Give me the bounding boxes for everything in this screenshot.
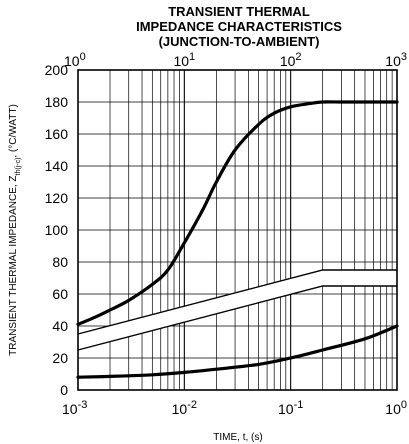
tick-exponent: -3 xyxy=(78,399,88,411)
y-axis-label-units: , (°C/WATT) xyxy=(8,104,19,157)
tick-exponent: 0 xyxy=(80,51,86,63)
tick-base: 10 xyxy=(173,53,189,69)
y-tick-label: 0 xyxy=(60,382,68,398)
top-tick-label: 100 xyxy=(64,51,86,69)
tick-exponent: 2 xyxy=(295,51,301,63)
tick-exponent: -2 xyxy=(187,399,197,411)
y-tick-label: 40 xyxy=(52,318,68,334)
series-line-1 xyxy=(76,100,399,326)
top-tick-label: 103 xyxy=(385,51,407,69)
title-line-3: (JUNCTION-TO-AMBIENT) xyxy=(159,34,320,49)
bottom-tick-label: 10-2 xyxy=(172,399,197,417)
tick-exponent: 3 xyxy=(401,51,407,63)
diagonal-band xyxy=(77,269,397,351)
tick-base: 10 xyxy=(385,401,401,417)
y-axis-label: TRANSIENT THERMAL IMPEDANCE, Zth(j-c), (… xyxy=(8,104,22,356)
series-line-2 xyxy=(76,324,399,379)
tick-base: 10 xyxy=(172,401,188,417)
x-axis-label: TIME, t, (s) xyxy=(213,432,262,443)
y-tick-label: 60 xyxy=(52,286,68,302)
top-axis-tick-labels: 100 101 102 103 xyxy=(64,51,407,69)
band-lower-edge xyxy=(77,285,397,351)
title-line-1: TRANSIENT THERMAL xyxy=(168,4,310,19)
tick-exponent: 0 xyxy=(401,399,407,411)
tick-base: 10 xyxy=(385,53,401,69)
y-tick-label: 100 xyxy=(45,222,69,238)
y-axis-label-subscript: th(j-c) xyxy=(15,158,22,176)
y-tick-label: 80 xyxy=(52,254,68,270)
tick-exponent: -1 xyxy=(294,399,304,411)
chart-title: TRANSIENT THERMAL IMPEDANCE CHARACTERIST… xyxy=(136,4,342,49)
bottom-axis-tick-labels: 10-3 10-2 10-1 100 xyxy=(62,399,407,417)
tick-base: 10 xyxy=(280,53,296,69)
title-line-2: IMPEDANCE CHARACTERISTICS xyxy=(136,19,342,34)
y-tick-label: 20 xyxy=(52,350,68,366)
bottom-tick-label: 100 xyxy=(385,399,407,417)
y-tick-label: 180 xyxy=(45,94,69,110)
top-tick-label: 101 xyxy=(173,51,195,69)
y-axis-label-main: TRANSIENT THERMAL IMPEDANCE, Z xyxy=(8,175,19,355)
y-tick-labels: 0 20 40 60 80 100 120 140 160 180 200 xyxy=(45,62,69,398)
y-tick-label: 140 xyxy=(45,158,69,174)
top-tick-label: 102 xyxy=(280,51,302,69)
y-tick-label: 120 xyxy=(45,190,69,206)
tick-base: 10 xyxy=(62,401,78,417)
y-tick-label: 160 xyxy=(45,126,69,142)
y-tick-label: 200 xyxy=(45,62,69,78)
tick-base: 10 xyxy=(278,401,294,417)
series-lines xyxy=(76,100,399,379)
tick-base: 10 xyxy=(64,53,80,69)
bottom-tick-label: 10-3 xyxy=(62,399,87,417)
band-fill xyxy=(78,270,397,350)
plot-frame xyxy=(77,69,398,391)
tick-exponent: 1 xyxy=(189,51,195,63)
band-upper-edge xyxy=(77,269,397,335)
bottom-tick-label: 10-1 xyxy=(278,399,303,417)
